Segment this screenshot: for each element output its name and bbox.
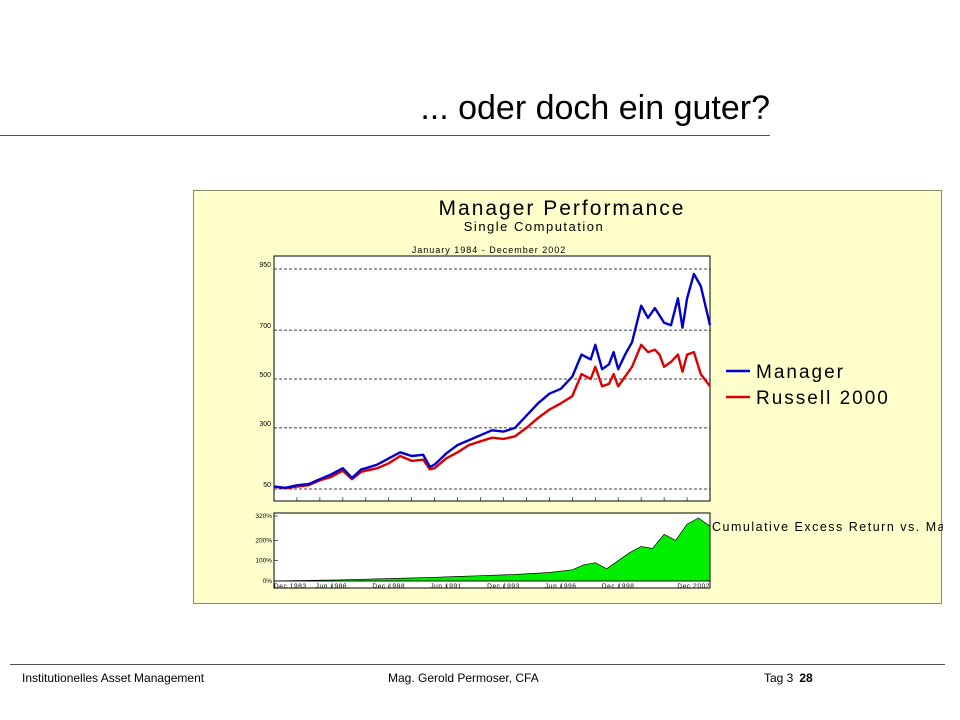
chart-svg: Manager Performance Single Computation J… (255, 197, 943, 590)
excess-y-tick-label: 100% (255, 558, 272, 565)
y-tick-label-300: 300 (259, 421, 271, 428)
excess-y-tick-label: 320% (255, 513, 272, 520)
excess-caption: Cumulative Excess Return vs. Market Benc… (712, 520, 943, 534)
excess-y-tick-label: 0% (263, 578, 273, 585)
excess-x-axis: Dec 1983 Jun 1986 Dec 1988 Jun 1991 Dec 1993… (273, 583, 711, 590)
main-plot-frame (273, 255, 711, 502)
chart-subtitle: Single Computation (464, 219, 604, 234)
legend: Manager Russell 2000 (726, 362, 890, 409)
y-tick-label-50: 50 (263, 482, 271, 489)
chart-title: Manager Performance (439, 197, 686, 220)
footer-course: Institutionelles Asset Management (22, 671, 205, 685)
excess-y-tick-label: 200% (255, 537, 272, 544)
main-series (273, 272, 712, 490)
chart-panel: Manager Performance Single Computation J… (193, 190, 943, 604)
excess-x-tick-label: Jun 1996 (545, 583, 577, 590)
footer-divider (10, 664, 945, 665)
legend-label-1: Russell 2000 (756, 388, 890, 409)
excess-x-tick-label: Jun 1986 (316, 583, 348, 590)
y-tick-label-700: 700 (259, 323, 271, 330)
footer-day: Tag 3 (764, 671, 794, 685)
footer-author: Mag. Gerold Permoser, CFA (388, 671, 539, 685)
footer-page-info: Tag 3 28 (764, 671, 813, 685)
main-y-axis: 50 300 500 700 950 (259, 262, 271, 489)
y-tick-label-950: 950 (259, 262, 271, 269)
footer-page-number: 28 (799, 671, 813, 685)
excess-x-tick-label: Dec 2002 (677, 583, 710, 590)
excess-x-tick-label: Dec 1993 (487, 583, 520, 590)
excess-area-layer (273, 517, 711, 582)
legend-label-0: Manager (756, 362, 845, 383)
slide-title: ... oder doch ein guter? (420, 89, 770, 127)
chart-period: January 1984 - December 2002 (412, 245, 567, 255)
excess-x-tick-label: Dec 1983 (274, 583, 307, 590)
series-line-manager (273, 272, 712, 489)
main-gridlines (273, 268, 711, 501)
y-tick-label-500: 500 (259, 372, 271, 379)
title-divider (0, 135, 770, 136)
excess-x-tick-label: Dec 1988 (372, 583, 405, 590)
excess-y-axis: 0% 100% 200% 320% (255, 513, 278, 585)
series-line-russell-2000 (273, 343, 711, 490)
excess-area (273, 517, 711, 582)
excess-x-tick-label: Jun 1991 (430, 583, 462, 590)
excess-x-tick-label: Dec 1998 (602, 583, 635, 590)
